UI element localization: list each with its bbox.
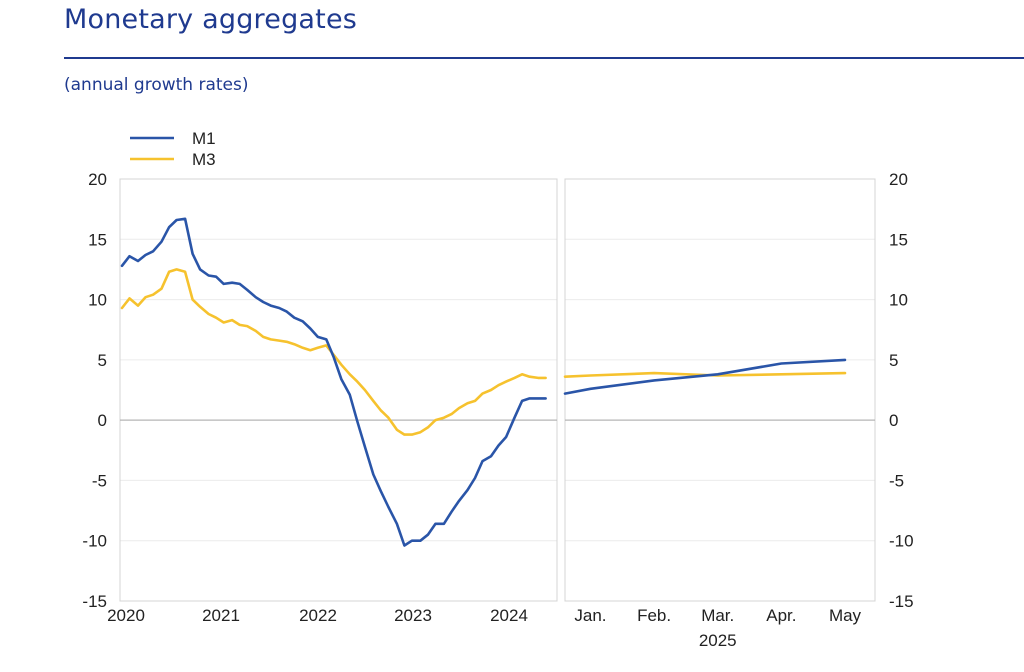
x-tick-label-month: Apr.	[766, 606, 796, 625]
left-y-axis-ticks: -15 -10 -5 0 5 10 15 20	[82, 170, 107, 611]
x-tick-label-year: 2022	[299, 606, 337, 625]
series-line-m3-2025	[563, 371, 847, 379]
x-tick-label-month: Feb.	[637, 606, 671, 625]
series-layer	[120, 217, 847, 547]
y-tick-label-left: -10	[82, 532, 107, 551]
x-tick-label-year: 2020	[107, 606, 145, 625]
x-tick-label-month: Jan.	[574, 606, 606, 625]
y-tick-label-right: 0	[889, 411, 898, 430]
x-tick-label-year: 2023	[394, 606, 432, 625]
y-tick-label-left: 10	[88, 291, 107, 310]
legend-label-m3: M3	[192, 150, 216, 169]
right-y-axis-ticks: -15 -10 -5 0 5 10 15 20	[889, 170, 914, 611]
x-tick-label-year: 2024	[490, 606, 528, 625]
y-tick-label-right: -5	[889, 471, 904, 490]
y-tick-label-right: -10	[889, 532, 914, 551]
y-tick-label-left: 15	[88, 230, 107, 249]
x-tick-label-month: May	[829, 606, 862, 625]
y-tick-label-right: 20	[889, 170, 908, 189]
y-tick-label-right: 5	[889, 351, 898, 370]
left-panel-frame	[119, 178, 558, 602]
chart-subtitle: (annual growth rates)	[64, 75, 249, 95]
y-tick-label-right: 15	[889, 230, 908, 249]
left-x-axis-ticks: 2020 2021 2022 2023 2024	[107, 606, 528, 625]
x-tick-label-month: Mar.	[701, 606, 734, 625]
series-line-m3-historical	[120, 268, 547, 436]
y-tick-label-right: 10	[889, 291, 908, 310]
page-title: Monetary aggregates	[64, 4, 358, 35]
series-line-m1-historical	[120, 217, 547, 547]
right-x-axis-ticks: Jan. Feb. Mar. Apr. May 2025	[574, 606, 861, 650]
gridlines	[120, 178, 875, 542]
x-axis-year-label: 2025	[699, 631, 737, 650]
title-divider	[64, 57, 1024, 59]
y-tick-label-right: -15	[889, 592, 914, 611]
legend-label-m1: M1	[192, 129, 216, 148]
x-tick-label-year: 2021	[202, 606, 240, 625]
series-line-m1-2025	[563, 358, 847, 395]
y-tick-label-left: -5	[92, 471, 107, 490]
right-panel-frame	[564, 178, 876, 602]
y-tick-label-left: 20	[88, 170, 107, 189]
y-tick-label-left: -15	[82, 592, 107, 611]
y-tick-label-left: 5	[98, 351, 107, 370]
y-tick-label-left: 0	[98, 411, 107, 430]
